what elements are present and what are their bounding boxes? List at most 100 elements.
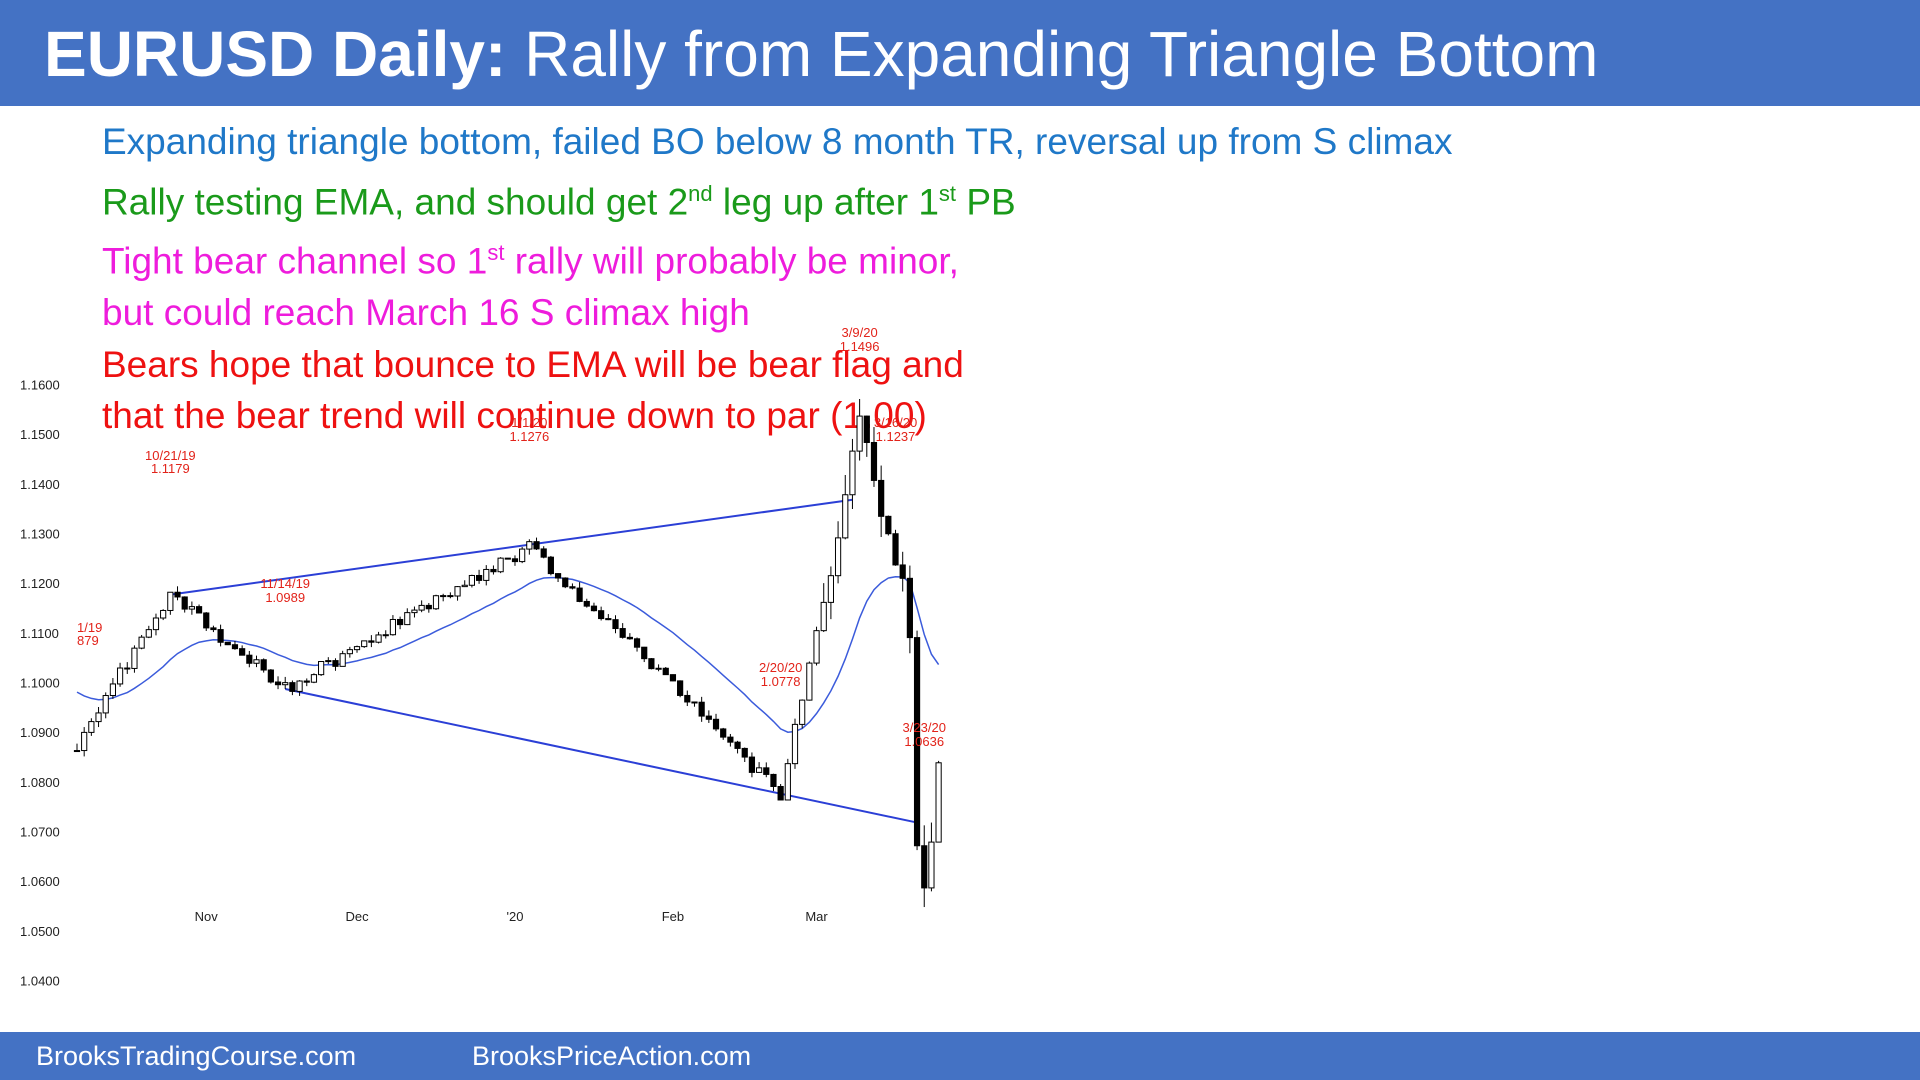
candle-body <box>655 667 662 670</box>
candle <box>253 655 260 668</box>
annotation-price: 1.0636 <box>904 734 944 749</box>
candle <box>921 825 928 908</box>
candle <box>799 699 806 729</box>
candle-body <box>418 604 425 611</box>
candle-body <box>382 634 389 637</box>
candle-body <box>684 694 691 703</box>
candle-body <box>777 785 784 801</box>
candle <box>870 427 878 487</box>
candle <box>95 706 102 728</box>
candle <box>440 593 447 602</box>
candle-body <box>619 628 626 638</box>
candle <box>181 596 188 613</box>
candle <box>705 710 712 723</box>
candle <box>303 678 310 687</box>
candle <box>842 474 849 540</box>
candle-body <box>511 558 519 563</box>
candle-body <box>447 595 454 598</box>
candle-body <box>73 750 81 753</box>
candle-body <box>332 660 339 667</box>
candle <box>791 718 799 769</box>
candle-body <box>239 648 246 656</box>
annotation-price: 1.1276 <box>509 429 549 444</box>
note-line-1: Expanding triangle bottom, failed BO bel… <box>102 121 1453 162</box>
candle-body <box>870 441 878 481</box>
candle <box>892 529 899 566</box>
candle <box>167 591 174 615</box>
candle <box>770 773 777 792</box>
candle <box>928 822 935 892</box>
candle-body <box>246 654 253 664</box>
candle <box>454 586 461 601</box>
candle-body <box>318 661 325 676</box>
candle-body <box>598 610 605 620</box>
candle-body <box>325 660 332 663</box>
y-tick-label: 1.0400 <box>20 974 60 989</box>
candle <box>741 747 748 762</box>
candle <box>878 465 885 538</box>
candle-body <box>626 636 633 640</box>
candle <box>260 658 267 673</box>
candle <box>856 398 863 461</box>
candle-body <box>181 596 188 610</box>
candle <box>569 583 576 590</box>
ema-20 <box>76 576 940 733</box>
candle-body <box>461 584 468 588</box>
candle-body <box>863 415 870 443</box>
candle-body <box>131 647 138 669</box>
candle <box>203 612 210 631</box>
candle-body <box>210 627 217 631</box>
y-tick-label: 1.0800 <box>20 775 60 790</box>
y-tick-label: 1.1600 <box>20 378 60 393</box>
annotation-price: 1.0778 <box>761 674 801 689</box>
candle-body <box>353 646 361 651</box>
x-tick-label: '20 <box>507 909 524 924</box>
candle-body <box>361 640 368 648</box>
candle <box>318 661 325 676</box>
candlestick-chart: 1.1600 1.1500 1.1400 1.1300 1.1200 1.1100 1.10… <box>20 325 946 989</box>
candle <box>325 657 332 664</box>
candle-body <box>741 747 748 758</box>
candle-body <box>425 604 432 610</box>
candle-body <box>612 619 619 630</box>
x-tick-label: Mar <box>805 909 828 924</box>
candle <box>748 752 756 778</box>
candle-body <box>662 667 669 676</box>
annotation-date: 2/20/20 <box>759 660 802 675</box>
candle-body <box>698 701 705 717</box>
candle <box>109 678 117 699</box>
candle-body <box>813 630 820 664</box>
candle-body <box>569 586 576 589</box>
candle <box>906 565 913 654</box>
annotation-date: 3/23/20 <box>903 720 946 735</box>
candle <box>806 661 813 701</box>
candle <box>504 557 511 560</box>
candle <box>432 594 440 610</box>
candle <box>863 415 870 457</box>
candle <box>490 565 497 575</box>
candle-body <box>468 574 475 586</box>
y-tick-label: 1.0600 <box>20 874 60 889</box>
candle <box>246 650 253 668</box>
candle <box>684 690 691 707</box>
y-tick-label: 1.1300 <box>20 527 60 542</box>
candle <box>526 539 533 555</box>
note-line-3: Tight bear channel so 1st rally will pro… <box>102 240 959 282</box>
candle <box>411 606 418 618</box>
candle <box>605 614 612 621</box>
candle-body <box>217 629 224 643</box>
candle-body <box>124 667 131 670</box>
candle-body <box>116 667 124 685</box>
candle <box>590 602 598 612</box>
candle-body <box>540 548 547 558</box>
candle-body <box>590 605 598 612</box>
x-tick-label: Dec <box>345 909 369 924</box>
candle <box>763 762 770 778</box>
y-tick-label: 1.1100 <box>20 626 59 641</box>
candle-body <box>145 629 152 638</box>
candle-body <box>174 591 181 598</box>
candle-body <box>677 680 684 696</box>
candle-body <box>856 415 863 452</box>
candle <box>712 713 720 732</box>
